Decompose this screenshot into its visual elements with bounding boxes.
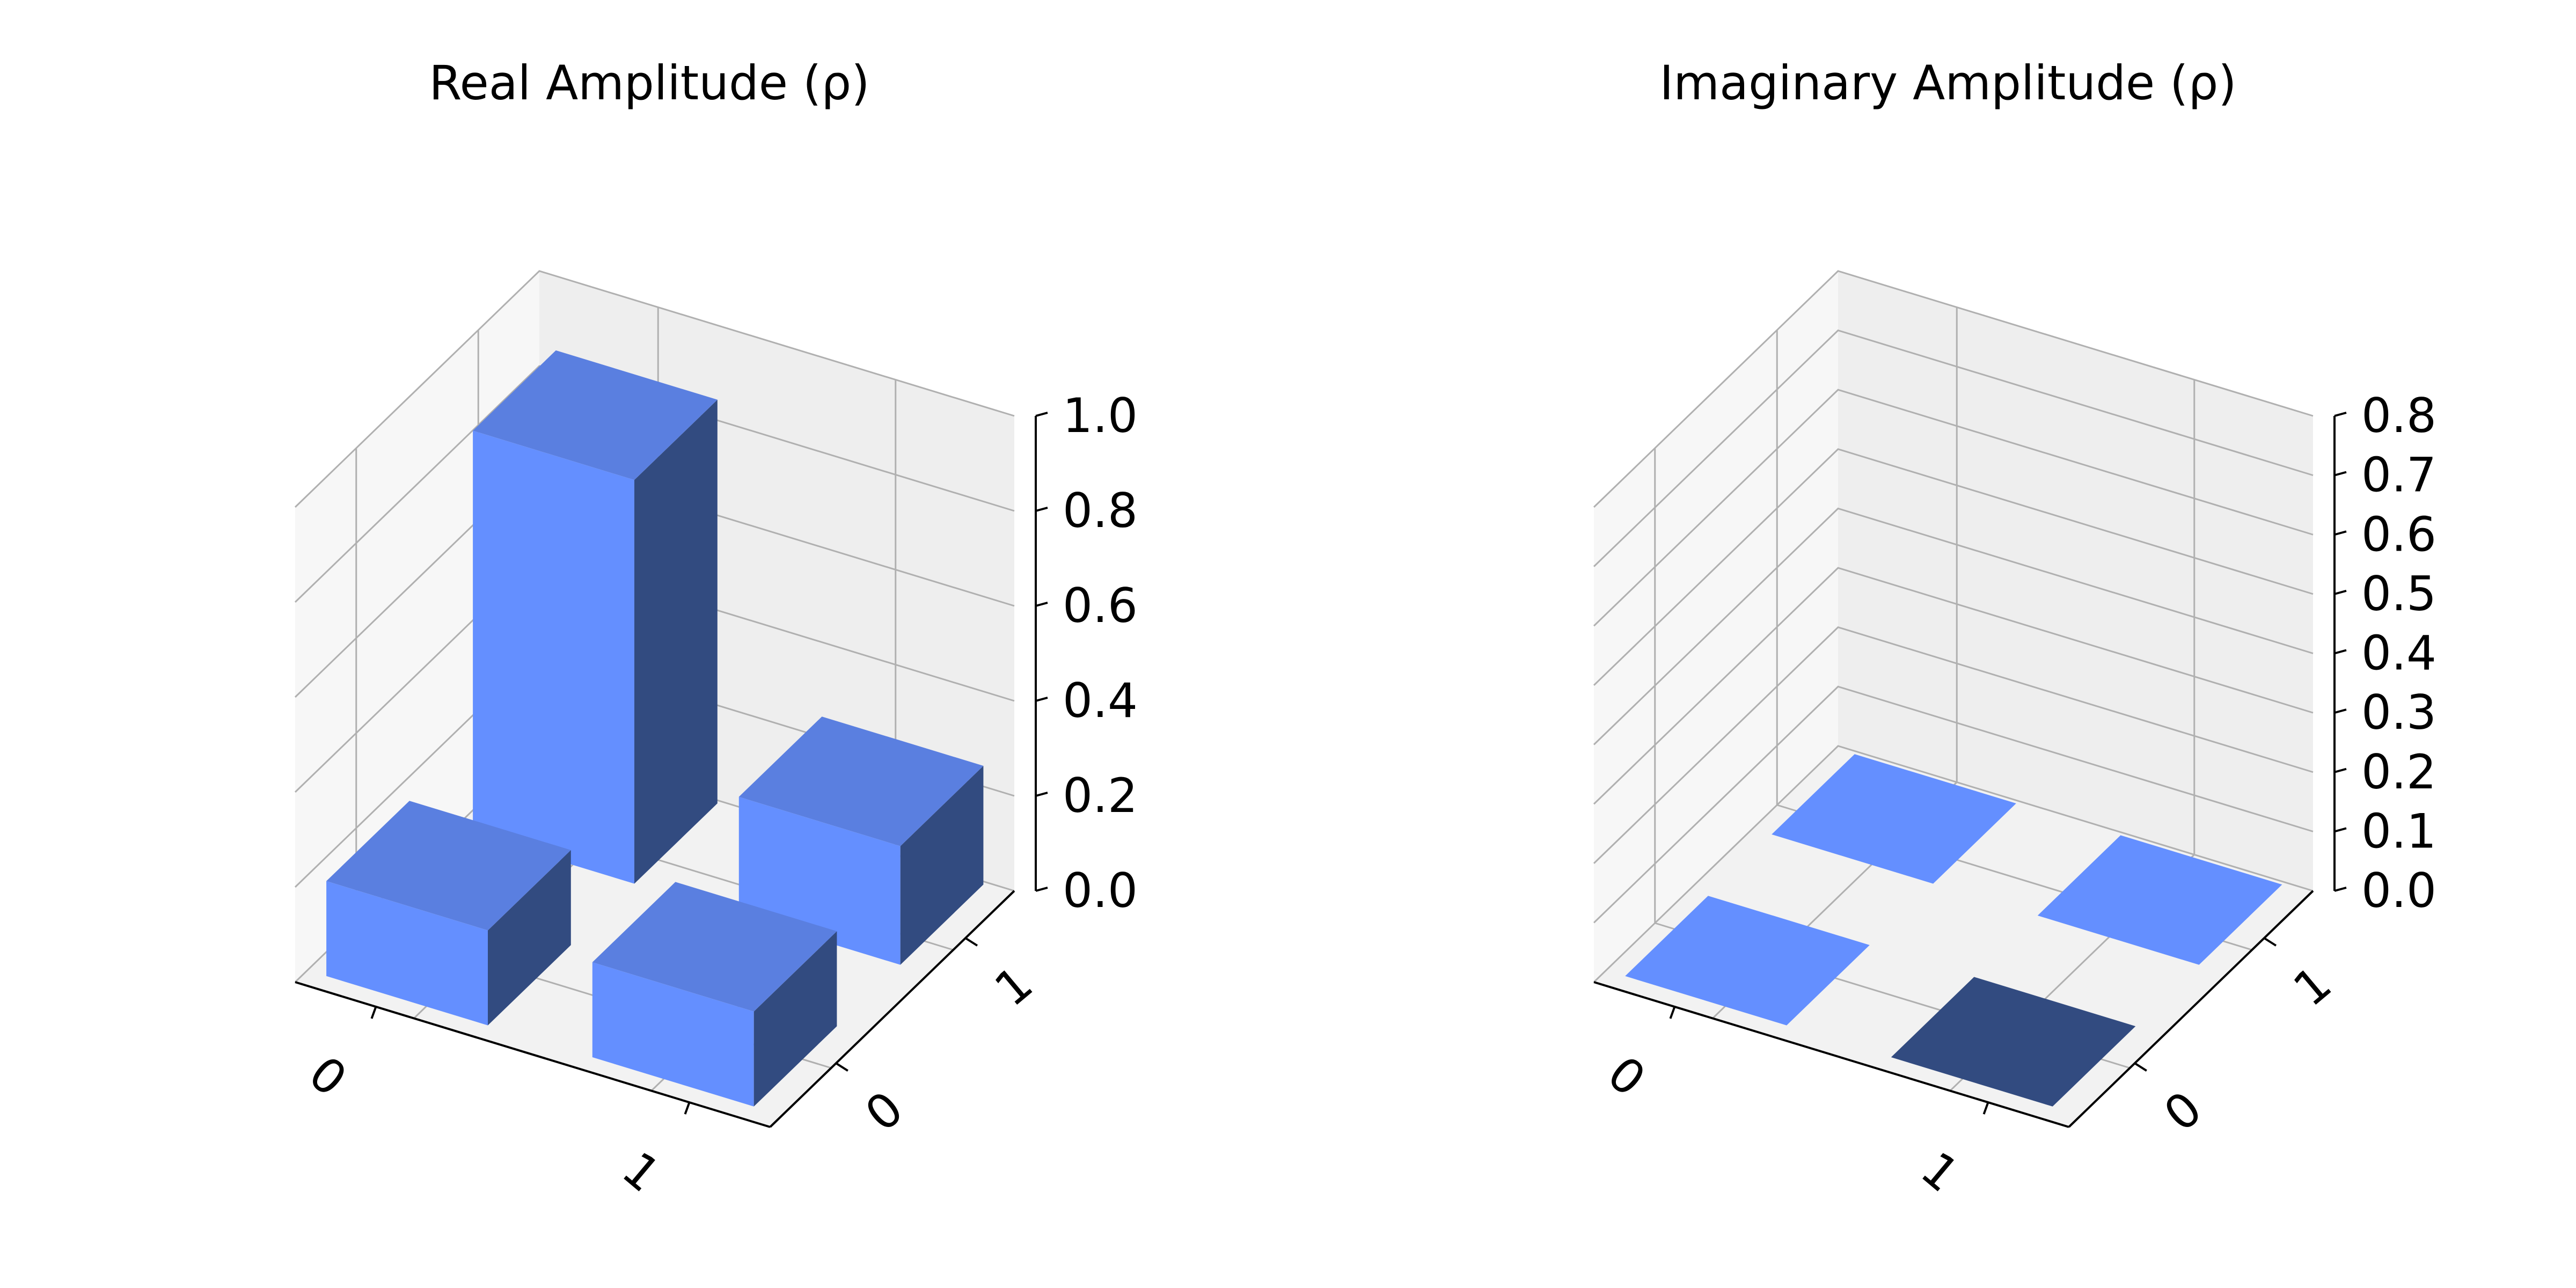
y-tick-mark (964, 937, 978, 947)
bar-front-face (592, 962, 754, 1107)
x-axis-line (295, 981, 771, 1128)
z-tick-label: 0.0 (1063, 863, 1138, 918)
z-tick-mark (2334, 589, 2347, 595)
z-tick-label: 0.4 (1063, 673, 1138, 728)
x-tick-label: 0 (1597, 1045, 1656, 1107)
x-tick-label: 1 (612, 1141, 670, 1203)
chart-title: Imaginary Amplitude (ρ) (1659, 55, 2236, 111)
y-tick-label: 1 (984, 955, 1043, 1017)
bar (1625, 896, 1870, 1026)
z-gridline (294, 365, 1015, 603)
bar-front-face (326, 881, 488, 1026)
z-tick-mark (2334, 530, 2347, 536)
z-gridline (1593, 270, 2314, 508)
y-tick-label: 0 (855, 1080, 913, 1142)
z-tick-mark (2334, 649, 2347, 655)
z-gridline (1593, 329, 2314, 567)
bar-front-face (473, 430, 634, 884)
bar-side-face (488, 850, 571, 1026)
real-amplitude-chart: Real Amplitude (ρ) 0.0 0.2 0.4 0.6 0.8 1.0 0 1 0 1 (294, 55, 1138, 1203)
z-tick-label: 0.6 (1063, 578, 1138, 633)
bar-top-face (473, 350, 718, 480)
z-gridline (1593, 685, 2314, 924)
x-tick-label: 1 (1911, 1141, 1969, 1203)
bar-top-face (1772, 754, 2016, 884)
x-tick-mark (1982, 1102, 1989, 1115)
z-gridline (1593, 389, 2314, 627)
z-tick-mark (2334, 827, 2347, 833)
y-axis-line (2068, 890, 2314, 1128)
z-gridline (294, 270, 1015, 508)
bar (592, 882, 837, 1107)
z-tick-label: 0.0 (2361, 863, 2436, 918)
bar (473, 350, 718, 884)
z-gridline (1593, 626, 2314, 864)
z-tick-mark (1035, 887, 1048, 892)
z-tick-label: 0.2 (2361, 744, 2436, 800)
bar-top-face (326, 801, 571, 931)
y-tick-label: 1 (2283, 955, 2341, 1017)
y-axis-line (769, 890, 1015, 1128)
z-tick-label: 0.1 (2361, 803, 2436, 859)
z-tick-mark (1035, 507, 1048, 512)
z-tick-label: 1.0 (1063, 388, 1138, 443)
bar-side-face (753, 931, 837, 1107)
z-tick-label: 0.3 (2361, 685, 2436, 740)
z-gridline (1593, 567, 2314, 805)
z-tick-mark (1035, 412, 1048, 417)
x-tick-mark (370, 1006, 377, 1019)
x-tick-mark (1669, 1006, 1676, 1019)
z-tick-mark (2334, 471, 2347, 477)
z-tick-label: 0.7 (2361, 448, 2436, 503)
y-tick-mark (835, 1062, 848, 1072)
z-tick-label: 0.4 (2361, 626, 2436, 681)
z-tick-mark (2334, 708, 2347, 714)
bar-top-face (1625, 896, 1870, 1026)
z-tick-label: 0.8 (2361, 388, 2436, 443)
y-tick-label: 0 (2154, 1080, 2212, 1142)
chart-title: Real Amplitude (ρ) (429, 55, 869, 111)
z-tick-mark (2334, 412, 2347, 417)
z-tick-label: 0.6 (2361, 507, 2436, 562)
z-gridline (1593, 448, 2314, 686)
z-tick-mark (1035, 602, 1048, 607)
z-gridline (1593, 745, 2314, 983)
bar-side-face (634, 399, 718, 884)
z-tick-mark (1035, 697, 1048, 702)
y-tick-mark (2134, 1062, 2147, 1072)
bar-top-face (738, 716, 984, 846)
z-tick-label: 0.8 (1063, 483, 1138, 538)
bar-top-face (592, 882, 837, 1012)
z-tick-mark (1035, 792, 1048, 797)
y-tick-mark (2263, 937, 2277, 947)
z-tick-mark (2334, 767, 2347, 773)
bar-top-face (2037, 835, 2282, 965)
z-tick-mark (2334, 887, 2347, 892)
bar-top-face (1891, 977, 2136, 1107)
x-axis-line (1593, 981, 2069, 1128)
x-tick-label: 0 (298, 1045, 357, 1107)
z-tick-label: 0.5 (2361, 566, 2436, 621)
bar (1772, 754, 2016, 884)
bar-side-face (900, 766, 984, 965)
z-gridline (1593, 507, 2314, 745)
bar (2037, 835, 2282, 965)
x-tick-mark (684, 1102, 691, 1115)
bar (326, 801, 571, 1026)
imaginary-amplitude-chart: Imaginary Amplitude (ρ)0.00.10.20.30.40.… (1593, 55, 2436, 1203)
bar (1891, 977, 2136, 1107)
z-tick-label: 0.2 (1063, 768, 1138, 823)
